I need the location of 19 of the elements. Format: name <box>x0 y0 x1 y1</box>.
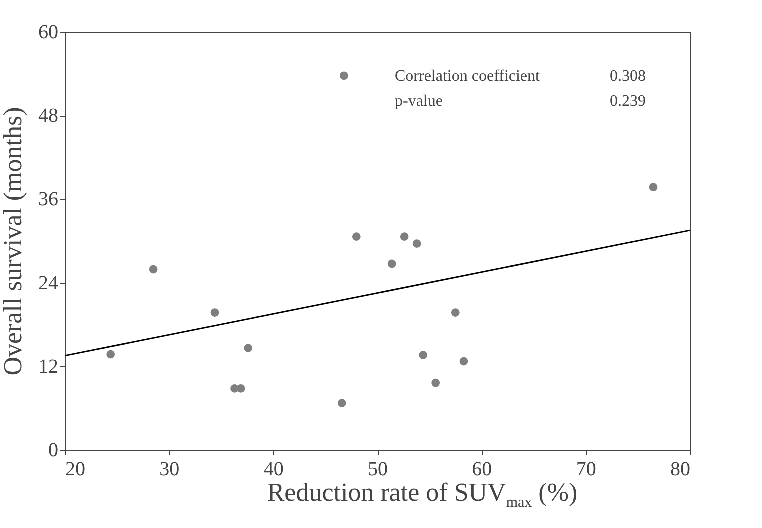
annotation: 0.239 <box>610 93 646 110</box>
x-tick-label: 60 <box>472 458 492 480</box>
x-tick-label: 50 <box>368 458 388 480</box>
annotation: Correlation coefficient <box>395 68 541 85</box>
annotation: 0.308 <box>610 68 646 85</box>
y-tick-label: 48 <box>38 105 58 128</box>
y-tick-label: 36 <box>38 188 58 211</box>
y-tick-label: 60 <box>38 22 58 44</box>
annotation: p-value <box>395 93 443 110</box>
y-axis-title: Overall survival (months) <box>0 107 28 376</box>
y-tick-label: 24 <box>38 272 58 294</box>
x-tick-label: 70 <box>576 458 596 480</box>
x-tick-label: 80 <box>670 458 690 480</box>
x-axis-title: Reduction rate of SUV$_{max}$ (%) <box>267 478 578 512</box>
x-tick-label: 40 <box>264 458 284 480</box>
y-tick-label: 0 <box>48 440 58 462</box>
x-tick-label: 20 <box>66 458 86 480</box>
x-tick-label: 30 <box>160 458 180 480</box>
y-tick-label: 12 <box>38 356 58 378</box>
